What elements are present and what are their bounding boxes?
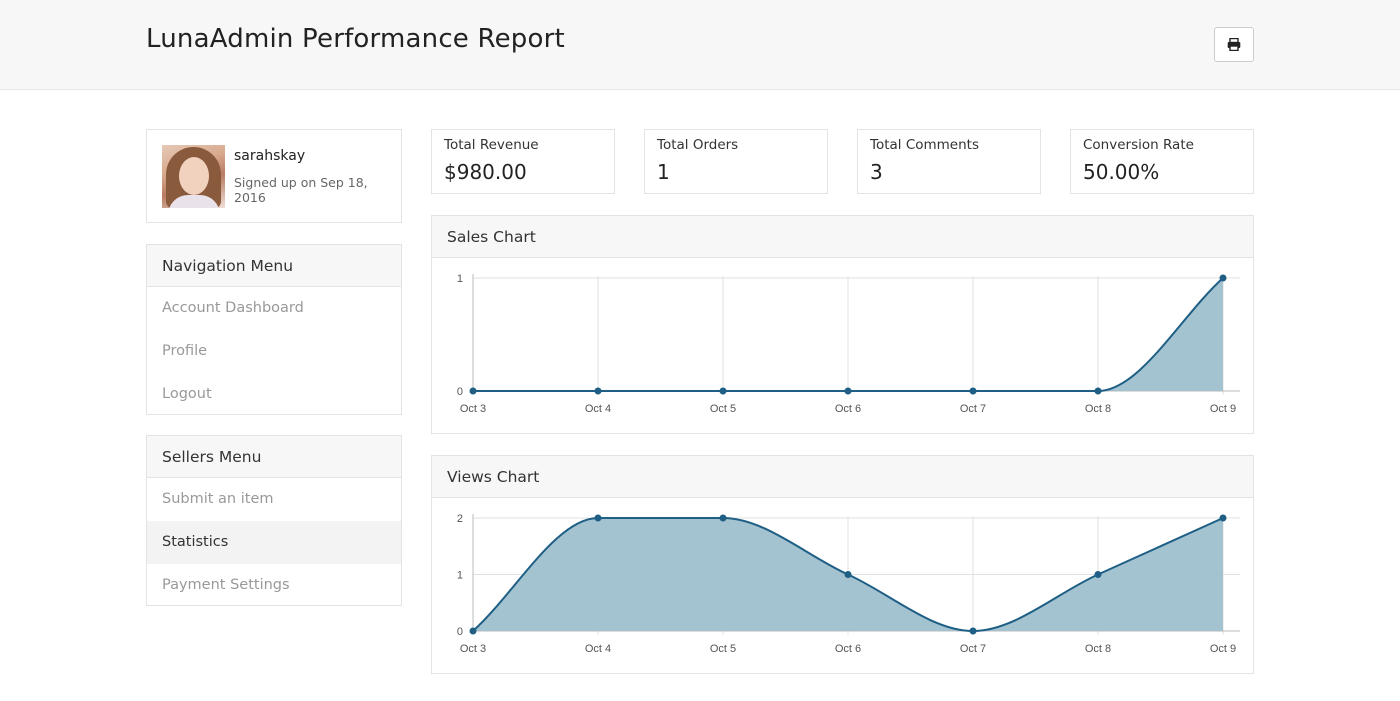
x-tick-label: Oct 8 <box>1085 643 1111 655</box>
x-tick-label: Oct 6 <box>835 643 861 655</box>
data-point <box>1094 387 1102 395</box>
menu-item-profile[interactable]: Profile <box>162 343 208 359</box>
y-tick-label: 0 <box>457 626 463 638</box>
x-tick-label: Oct 6 <box>835 403 861 415</box>
sales-chart: 0 1 Oct 3 Oct 4 Oct 5 Oct 6 Oct 7 Oct 8 Oct 9 <box>457 273 1240 415</box>
sellers-menu: Sellers Menu Submit an item Statistics P… <box>146 435 402 606</box>
stat-value: 50.00% <box>1083 160 1160 184</box>
data-point <box>1219 514 1227 522</box>
y-tick-label: 1 <box>457 273 463 285</box>
data-point <box>594 387 602 395</box>
sellers-menu-title: Sellers Menu <box>147 436 401 478</box>
navigation-menu: Navigation Menu Account Dashboard Profil… <box>146 244 402 415</box>
x-tick-label: Oct 8 <box>1085 403 1111 415</box>
data-point <box>594 514 602 522</box>
x-tick-label: Oct 3 <box>460 643 486 655</box>
data-point <box>1219 274 1227 282</box>
y-tick-label: 2 <box>457 513 463 525</box>
username: sarahskay <box>234 148 306 164</box>
top-bar: LunaAdmin Performance Report <box>0 0 1400 90</box>
stat-label: Conversion Rate <box>1083 137 1194 153</box>
x-tick-label: Oct 9 <box>1210 643 1236 655</box>
stat-value: 1 <box>657 160 670 184</box>
data-point <box>844 387 852 395</box>
sales-chart-title: Sales Chart <box>432 216 1253 258</box>
data-point <box>969 387 977 395</box>
menu-item-submit-item[interactable]: Submit an item <box>162 491 274 507</box>
data-point <box>969 627 977 635</box>
stat-label: Total Revenue <box>444 137 539 153</box>
menu-item-statistics[interactable]: Statistics <box>147 521 401 564</box>
stat-label: Total Comments <box>870 137 979 153</box>
views-chart: 0 1 2 Oct 3 Oct 4 Oct 5 Oct 6 Oct 7 Oct 8 Oct 9 <box>457 513 1240 655</box>
data-point <box>469 627 477 635</box>
data-point <box>1094 571 1102 578</box>
sales-chart-panel: Sales Chart 0 1 Oct 3 Oct 4 Oct 5 Oct 6 Oct 7 O… <box>431 215 1254 434</box>
series-area <box>473 278 1223 391</box>
signup-date: Signed up on Sep 18, 2016 <box>234 175 368 205</box>
stat-value: $980.00 <box>444 160 527 184</box>
menu-item-logout[interactable]: Logout <box>162 386 212 402</box>
stat-value: 3 <box>870 160 883 184</box>
x-tick-label: Oct 7 <box>960 643 986 655</box>
menu-item-payment-settings[interactable]: Payment Settings <box>162 577 290 593</box>
x-tick-label: Oct 5 <box>710 643 736 655</box>
x-tick-label: Oct 3 <box>460 403 486 415</box>
avatar[interactable] <box>162 145 225 208</box>
y-tick-label: 1 <box>457 570 463 582</box>
menu-item-account-dashboard[interactable]: Account Dashboard <box>162 300 304 316</box>
views-chart-title: Views Chart <box>432 456 1253 498</box>
data-point <box>719 514 727 522</box>
stat-card-total-revenue: Total Revenue $980.00 <box>431 129 615 194</box>
x-tick-label: Oct 4 <box>585 643 611 655</box>
data-point <box>719 387 727 395</box>
data-point <box>469 387 477 395</box>
x-tick-label: Oct 4 <box>585 403 611 415</box>
x-tick-label: Oct 5 <box>710 403 736 415</box>
navigation-menu-title: Navigation Menu <box>147 245 401 287</box>
x-tick-label: Oct 9 <box>1210 403 1236 415</box>
x-tick-label: Oct 7 <box>960 403 986 415</box>
stat-card-total-orders: Total Orders 1 <box>644 129 828 194</box>
print-icon <box>1227 38 1241 51</box>
stat-card-conversion-rate: Conversion Rate 50.00% <box>1070 129 1254 194</box>
page-title: LunaAdmin Performance Report <box>146 24 565 54</box>
data-point <box>844 571 852 578</box>
stat-label: Total Orders <box>657 137 739 153</box>
y-tick-label: 0 <box>457 386 463 398</box>
views-chart-panel: Views Chart 0 1 2 Oct 3 Oct 4 Oct 5 Oct 6 Oct 7… <box>431 455 1254 674</box>
print-button[interactable] <box>1214 27 1254 62</box>
profile-card: sarahskay Signed up on Sep 18, 2016 <box>146 129 402 223</box>
stat-card-total-comments: Total Comments 3 <box>857 129 1041 194</box>
